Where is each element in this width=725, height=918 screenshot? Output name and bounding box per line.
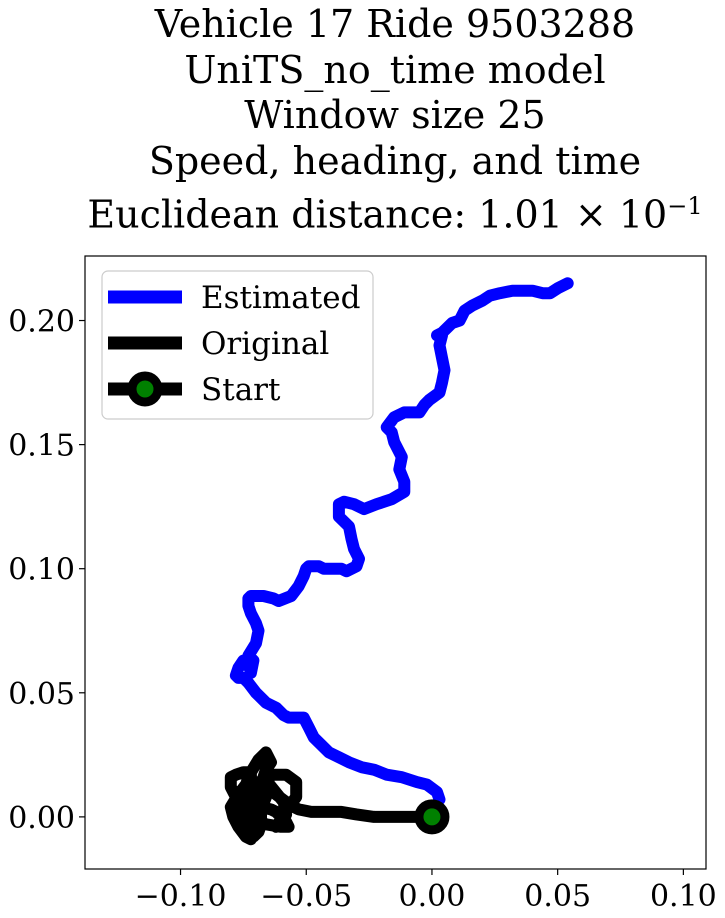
- title-line-4: Speed, heading, and time: [148, 138, 642, 183]
- x-tick-label: 0.10: [650, 879, 717, 914]
- legend-label-original: Original: [201, 326, 329, 362]
- x-tick-label: 0.00: [399, 879, 466, 914]
- x-tick-label: 0.05: [524, 879, 591, 914]
- title-line-2: UniTS_no_time model: [184, 47, 606, 92]
- title-distance-value: 1.01 × 10: [478, 192, 668, 237]
- x-tick-label: −0.10: [135, 879, 227, 914]
- legend-swatch-start-marker: [127, 371, 163, 407]
- y-tick-label: 0.00: [8, 801, 75, 836]
- legend: Estimated Original Start: [101, 270, 374, 420]
- plot-frame: [84, 255, 707, 870]
- y-tick-label: 0.15: [8, 429, 75, 464]
- title-line-5: Euclidean distance: 1.01 × 10−1: [0, 184, 725, 238]
- y-tick-label: 0.05: [8, 677, 75, 712]
- chart-title: Vehicle 17 Ride 9503288 UniTS_no_time mo…: [0, 0, 725, 238]
- series-line-estimated: [229, 277, 574, 806]
- title-line-3: Window size 25: [244, 93, 546, 137]
- x-tick-label: −0.05: [260, 879, 352, 914]
- legend-label-start: Start: [201, 372, 281, 408]
- title-line-1: Vehicle 17 Ride 9503288: [154, 2, 636, 46]
- title-distance-exponent: −1: [667, 192, 703, 220]
- axis-ticks: −0.10 −0.05 0.00 0.05 0.10 0.00 0.05 0.10 0.15 0.…: [8, 305, 717, 914]
- y-tick-label: 0.20: [8, 305, 75, 340]
- series-layer: [224, 277, 574, 846]
- series-line-original: [224, 746, 438, 846]
- title-distance-prefix: Euclidean distance:: [87, 192, 479, 237]
- start-marker: [414, 799, 450, 835]
- legend-box: [101, 270, 374, 420]
- y-tick-label: 0.10: [8, 553, 75, 588]
- legend-label-estimated: Estimated: [201, 280, 360, 316]
